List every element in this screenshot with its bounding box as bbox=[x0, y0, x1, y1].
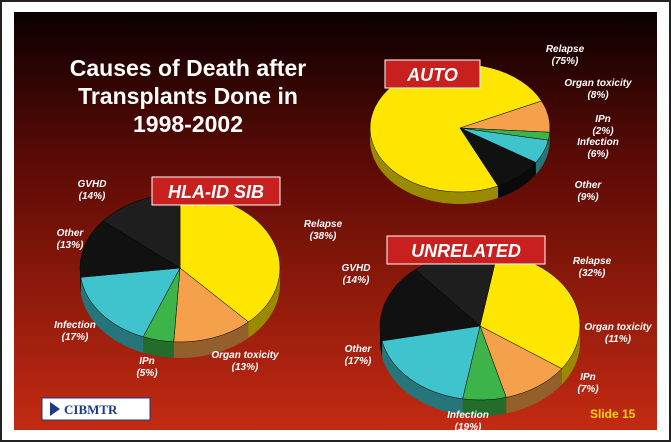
slice-value-label: (2%) bbox=[592, 126, 614, 137]
slice-category: Other bbox=[575, 180, 603, 191]
slice bbox=[173, 267, 249, 343]
pie-title: HLA-ID SIB bbox=[168, 182, 264, 202]
slice-category: Infection bbox=[54, 320, 96, 331]
slice-label: Relapse (32%) bbox=[573, 256, 612, 279]
slice-value-label: (13%) bbox=[57, 240, 84, 251]
logo-box bbox=[41, 397, 151, 421]
logo-icon bbox=[50, 402, 60, 416]
pie-title: UNRELATED bbox=[411, 241, 521, 261]
slice-label: GVHD (14%) bbox=[342, 263, 371, 286]
slice-label: Other (17%) bbox=[345, 344, 373, 367]
slide-number: Slide 15 bbox=[590, 407, 636, 421]
slice-label: IPn (2%) bbox=[592, 114, 614, 137]
slice bbox=[459, 127, 537, 187]
slice-label: GVHD (14%) bbox=[78, 179, 107, 202]
slice-category: Infection bbox=[577, 137, 619, 148]
slice-label: Infection (19%) bbox=[447, 410, 489, 433]
slice-label: Organ toxicity (8%) bbox=[564, 78, 632, 101]
pie-title-box bbox=[384, 59, 481, 89]
slice-category: Other bbox=[345, 344, 373, 355]
slice-label: IPn (5%) bbox=[136, 356, 158, 379]
slice-value-label: (75%) bbox=[552, 56, 579, 67]
slice-side bbox=[462, 397, 507, 417]
slice-value-label: (6%) bbox=[587, 149, 609, 160]
slice-side bbox=[143, 336, 174, 358]
slice-category: IPn bbox=[139, 356, 155, 367]
slice bbox=[381, 325, 481, 400]
slice-category: Organ toxicity bbox=[584, 322, 652, 333]
slice-label: Relapse (38%) bbox=[304, 219, 343, 242]
slice-value-label: (13%) bbox=[232, 362, 259, 373]
slice-label: Organ toxicity (13%) bbox=[211, 350, 279, 373]
slice-category: IPn bbox=[595, 114, 611, 125]
slice-side bbox=[370, 128, 499, 205]
slice-category: Other bbox=[57, 228, 85, 239]
slice-category: Relapse bbox=[573, 256, 612, 267]
slice bbox=[80, 267, 181, 338]
slice-value-label: (19%) bbox=[455, 422, 482, 433]
slice-label: Organ toxicity (11%) bbox=[584, 322, 652, 345]
slice-value-label: (14%) bbox=[343, 275, 370, 286]
slice-label: IPn (7%) bbox=[577, 372, 599, 395]
pie-title: AUTO bbox=[406, 65, 458, 85]
slice-category: Infection bbox=[447, 410, 489, 421]
slice-value-label: (9%) bbox=[577, 192, 599, 203]
slice-value-label: (8%) bbox=[587, 90, 609, 101]
slice-value-label: (17%) bbox=[62, 332, 89, 343]
slice-label: Infection (17%) bbox=[54, 320, 96, 343]
slice-label: Infection (6%) bbox=[577, 137, 619, 160]
slice-label: Other (9%) bbox=[575, 180, 603, 203]
slice-side bbox=[80, 277, 144, 353]
slice-side bbox=[506, 368, 562, 414]
slide-title-line: Transplants Done in bbox=[78, 83, 298, 109]
slice-category: GVHD bbox=[78, 179, 107, 190]
slice bbox=[79, 220, 181, 278]
slice-category: Organ toxicity bbox=[564, 78, 632, 89]
slide-title-line: 1998-2002 bbox=[133, 111, 243, 137]
slice-category: Relapse bbox=[304, 219, 343, 230]
slice-value-label: (17%) bbox=[345, 356, 372, 367]
slice bbox=[379, 269, 481, 342]
slice bbox=[369, 63, 542, 193]
slice-side bbox=[248, 268, 280, 338]
logo-text: CIBMTR bbox=[64, 402, 118, 417]
slide-title-line: Causes of Death after bbox=[70, 55, 307, 81]
slice-value-label: (32%) bbox=[579, 268, 606, 279]
pie-title-box bbox=[151, 176, 281, 206]
slice-label: Other (13%) bbox=[57, 228, 85, 251]
slice-category: Relapse bbox=[546, 44, 585, 55]
slice-value-label: (11%) bbox=[605, 334, 632, 345]
slice-label: Relapse (75%) bbox=[546, 44, 585, 67]
slice-value-label: (7%) bbox=[577, 384, 599, 395]
slice-value-label: (14%) bbox=[79, 191, 106, 202]
slice-category: GVHD bbox=[342, 263, 371, 274]
slice-category: IPn bbox=[580, 372, 596, 383]
pie-chart: UNRELATED Relapse (32%) Organ toxicity (11%)… bbox=[342, 235, 652, 433]
slice-side bbox=[382, 340, 463, 415]
slice-value-label: (5%) bbox=[136, 368, 158, 379]
logo: CIBMTR bbox=[41, 397, 151, 421]
pie-title-box bbox=[386, 235, 546, 265]
slice-value-label: (38%) bbox=[310, 231, 337, 242]
slice-side bbox=[548, 132, 550, 153]
slice-side bbox=[173, 321, 249, 358]
slice bbox=[479, 325, 563, 398]
slice-side bbox=[561, 326, 580, 385]
pie-chart: AUTO Relapse (75%) Organ toxicity (8%) IPn (2%… bbox=[369, 44, 632, 205]
slice-category: Organ toxicity bbox=[211, 350, 279, 361]
